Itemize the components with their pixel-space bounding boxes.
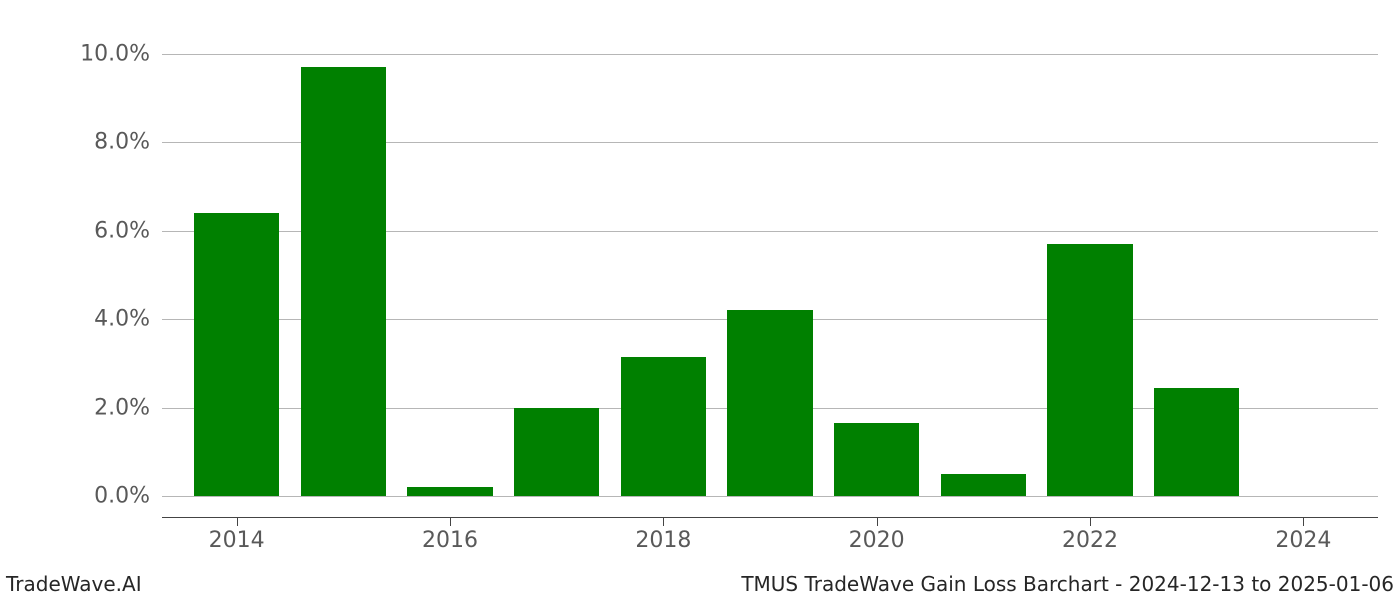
- xtick-label: 2024: [1275, 528, 1331, 553]
- bar: [514, 408, 599, 496]
- bar: [301, 67, 386, 496]
- bar: [727, 310, 812, 496]
- ytick-label: 10.0%: [80, 42, 150, 67]
- xtick-mark: [1090, 518, 1091, 526]
- xtick-label: 2022: [1062, 528, 1118, 553]
- ytick-label: 6.0%: [94, 218, 150, 243]
- xtick-mark: [877, 518, 878, 526]
- gridline: [162, 54, 1378, 55]
- xtick-mark: [450, 518, 451, 526]
- xtick-mark: [663, 518, 664, 526]
- xtick-mark: [237, 518, 238, 526]
- bar: [1047, 244, 1132, 496]
- ytick-label: 0.0%: [94, 483, 150, 508]
- ytick-label: 8.0%: [94, 130, 150, 155]
- bar: [1154, 388, 1239, 496]
- footer-left-caption: TradeWave.AI: [6, 572, 142, 596]
- bar: [941, 474, 1026, 496]
- xtick-label: 2014: [209, 528, 265, 553]
- bar: [407, 487, 492, 496]
- x-axis-line: [162, 517, 1378, 518]
- bar: [834, 423, 919, 496]
- xtick-label: 2020: [849, 528, 905, 553]
- gridline: [162, 496, 1378, 497]
- plot-area: 0.0%2.0%4.0%6.0%8.0%10.0%201420162018202…: [162, 32, 1378, 518]
- footer-right-caption: TMUS TradeWave Gain Loss Barchart - 2024…: [741, 572, 1394, 596]
- xtick-mark: [1303, 518, 1304, 526]
- chart-container: 0.0% 2.0% 4.0% 6.0% 8.0% 10.0% 2014 2016 2018 202…: [0, 0, 1400, 600]
- xtick-label: 2016: [422, 528, 478, 553]
- xtick-label: 2018: [635, 528, 691, 553]
- bar: [194, 213, 279, 496]
- ytick-label: 2.0%: [94, 395, 150, 420]
- ytick-label: 4.0%: [94, 307, 150, 332]
- bar: [621, 357, 706, 496]
